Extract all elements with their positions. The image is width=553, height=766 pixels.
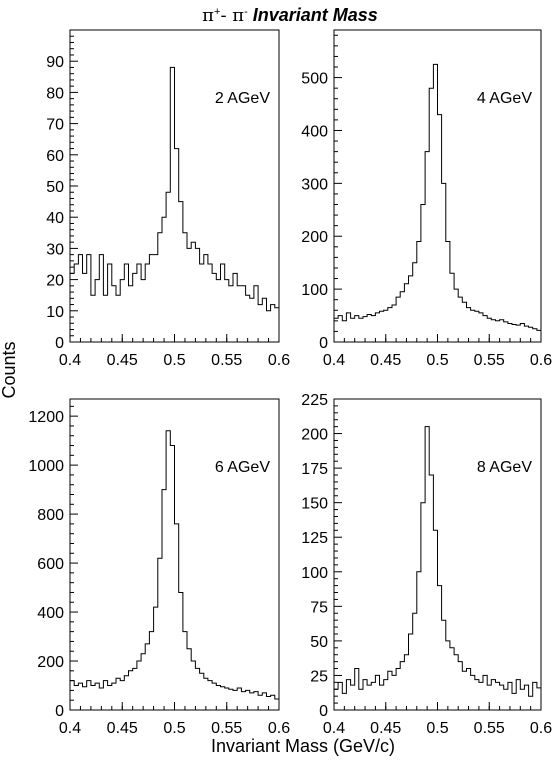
y-tick-label: 30 (46, 241, 64, 258)
title-dash-pi: - π (220, 5, 244, 26)
y-tick-label: 500 (301, 71, 328, 88)
y-tick-label: 200 (37, 654, 64, 671)
x-tick-label: 0.55 (211, 720, 242, 737)
x-tick-label: 0.5 (426, 352, 448, 369)
title-pi-plus: π (202, 5, 214, 26)
y-tick-label: 300 (301, 176, 328, 193)
y-tick-label: 150 (301, 496, 328, 513)
x-tick-label: 0.4 (59, 352, 81, 369)
x-tick-label: 0.4 (59, 720, 81, 737)
histogram-panel: 0 10 20 30 40 50 60 70 80 90 0.4 0.45 0.5 0.55 0.6 2 AG… (46, 29, 290, 369)
y-tick-label: 0 (55, 335, 64, 352)
y-tick-label: 90 (46, 54, 64, 71)
x-tick-label: 0.6 (530, 352, 552, 369)
x-tick-label: 0.5 (163, 720, 185, 737)
x-tick-label: 0.4 (323, 352, 345, 369)
energy-label: 6 AGeV (215, 459, 270, 476)
y-tick-label: 175 (301, 461, 328, 478)
y-tick-label: 200 (301, 427, 328, 444)
y-tick-label: 100 (301, 282, 328, 299)
x-tick-label: 0.5 (426, 720, 448, 737)
y-tick-label: 10 (46, 304, 64, 321)
y-tick-label: 200 (301, 229, 328, 246)
y-tick-label: 40 (46, 210, 64, 227)
figure-title: π+- π- Invariant Mass (202, 5, 378, 26)
x-tick-label: 0.6 (268, 352, 290, 369)
histogram-series (334, 426, 541, 697)
y-tick-label: 0 (55, 703, 64, 720)
x-tick-label: 0.45 (370, 352, 401, 369)
y-tick-label: 25 (310, 668, 328, 685)
y-tick-label: 1000 (28, 458, 64, 475)
y-tick-label: 0 (319, 703, 328, 720)
x-tick-label: 0.5 (163, 352, 185, 369)
histogram-panel: 0 200 400 600 800 1000 1200 0.4 0.45 0.5 0.55 0.6 6 … (28, 398, 290, 737)
x-tick-label: 0.55 (474, 352, 505, 369)
panel-grid: 0 10 20 30 40 50 60 70 80 90 0.4 0.45 0.5 0.55 0.6 2 AG… (28, 29, 552, 737)
y-axis-label: Counts (0, 341, 19, 398)
histogram-panel: 0 100 200 300 400 500 0.4 0.45 0.5 0.55 0.6 4 AGeV (301, 29, 552, 369)
y-tick-label: 125 (301, 530, 328, 547)
y-tick-label: 100 (301, 565, 328, 582)
energy-label: 2 AGeV (215, 90, 270, 107)
x-tick-label: 0.55 (211, 352, 242, 369)
y-tick-label: 0 (319, 335, 328, 352)
x-tick-label: 0.55 (474, 720, 505, 737)
histogram-series (334, 63, 541, 331)
y-tick-label: 50 (46, 179, 64, 196)
x-tick-label: 0.45 (107, 720, 138, 737)
y-tick-label: 70 (46, 117, 64, 134)
energy-label: 4 AGeV (477, 90, 532, 107)
y-tick-label: 20 (46, 273, 64, 290)
x-tick-label: 0.6 (268, 720, 290, 737)
energy-label: 8 AGeV (477, 459, 532, 476)
y-tick-label: 60 (46, 148, 64, 165)
x-tick-label: 0.4 (323, 720, 345, 737)
y-tick-label: 75 (310, 599, 328, 616)
y-tick-label: 400 (37, 605, 64, 622)
y-tick-label: 1200 (28, 409, 64, 426)
y-tick-label: 80 (46, 85, 64, 102)
title-superscript-plus: + (214, 6, 220, 18)
y-tick-label: 50 (310, 634, 328, 651)
x-tick-label: 0.45 (107, 352, 138, 369)
histogram-series (70, 66, 279, 312)
y-tick-label: 800 (37, 507, 64, 524)
title-invariant-mass: Invariant Mass (248, 5, 378, 25)
y-tick-label: 400 (301, 123, 328, 140)
title-superscript-minus: - (244, 6, 248, 18)
y-tick-label: 600 (37, 556, 64, 573)
x-tick-label: 0.45 (370, 720, 401, 737)
x-axis-label: Invariant Mass (GeV/c) (211, 736, 395, 756)
histogram-panel: 0 25 50 75 100 125 150 175 200 225 0.4 0.45 0.5 0.55 0… (301, 392, 552, 737)
x-tick-label: 0.6 (530, 720, 552, 737)
histogram-series (70, 430, 279, 700)
y-tick-label: 225 (301, 392, 328, 409)
